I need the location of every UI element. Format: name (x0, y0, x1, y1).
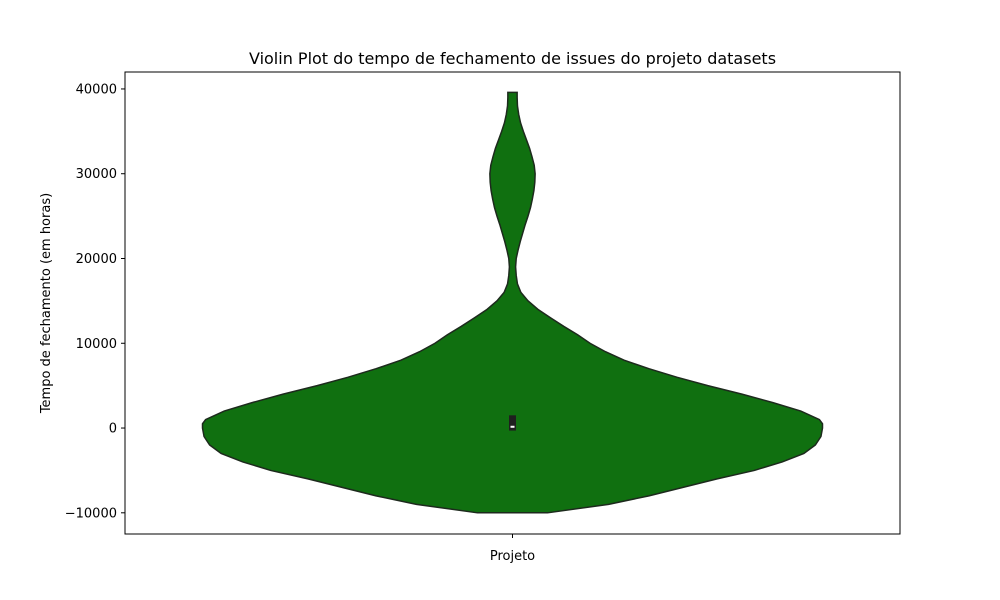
y-axis: −10000 0 10000 20000 30000 40000 (65, 82, 125, 521)
y-tick-label: 0 (109, 422, 117, 437)
y-axis-label: Tempo de fechamento (em horas) (39, 193, 54, 414)
median-marker (510, 425, 515, 428)
plot-area (201, 91, 824, 514)
y-tick-label: −10000 (65, 506, 117, 521)
y-tick-label: 10000 (76, 337, 117, 352)
chart-title: Violin Plot do tempo de fechamento de is… (249, 49, 776, 68)
y-tick-label: 30000 (76, 167, 117, 182)
y-tick-label: 20000 (76, 252, 117, 267)
violin-body (201, 91, 824, 514)
quartile-box (509, 415, 516, 431)
x-tick-label: Projeto (490, 549, 535, 564)
x-axis: Projeto (490, 534, 535, 564)
y-tick-label: 40000 (76, 82, 117, 97)
